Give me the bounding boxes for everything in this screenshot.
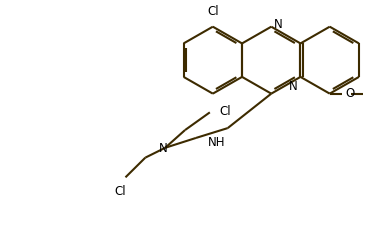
Text: Cl: Cl (207, 5, 218, 18)
Text: NH: NH (208, 136, 226, 149)
Text: N: N (289, 80, 297, 93)
Text: Cl: Cl (220, 105, 231, 118)
Text: N: N (274, 18, 283, 31)
Text: N: N (158, 142, 167, 155)
Text: Cl: Cl (115, 185, 126, 198)
Text: O: O (346, 87, 355, 100)
